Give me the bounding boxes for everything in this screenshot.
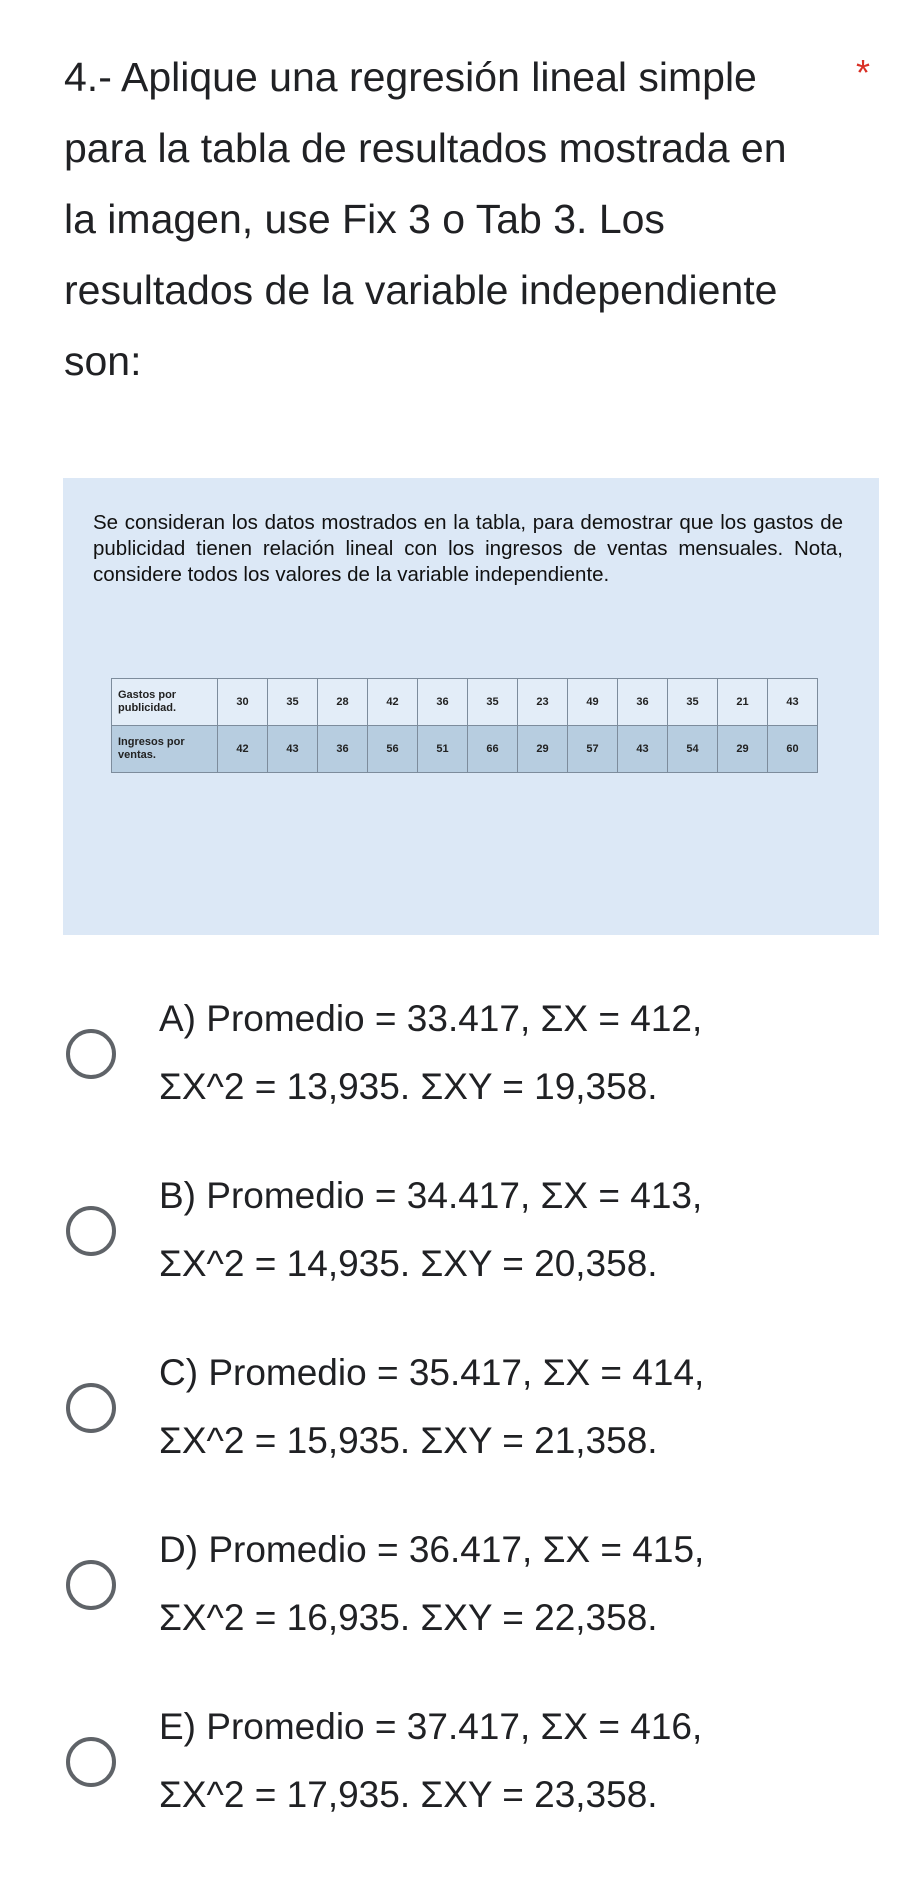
radio-button[interactable] (66, 1206, 116, 1256)
question-image: Se consideran los datos mostrados en la … (63, 478, 879, 935)
option-label: E) Promedio = 37.417, ΣX = 416, ΣX^2 = 17… (159, 1693, 859, 1829)
option-line-2: ΣX^2 = 16,935. ΣXY = 22,358. (159, 1597, 658, 1638)
option-label: D) Promedio = 36.417, ΣX = 415, ΣX^2 = 16… (159, 1516, 859, 1652)
table-cell: 51 (417, 725, 468, 773)
table-row-gastos: Gastos por publicidad. 30 35 28 42 36 35 23 49 36… (111, 678, 818, 726)
option-line-1: E) Promedio = 37.417, ΣX = 416, (159, 1706, 703, 1747)
option-line-1: D) Promedio = 36.417, ΣX = 415, (159, 1529, 705, 1570)
option-a[interactable]: A) Promedio = 33.417, ΣX = 412, ΣX^2 = 13… (0, 985, 897, 1155)
table-cell: 54 (667, 725, 718, 773)
table-cell: 43 (267, 725, 318, 773)
option-line-2: ΣX^2 = 17,935. ΣXY = 23,358. (159, 1774, 658, 1815)
table-cell: 29 (517, 725, 568, 773)
option-e[interactable]: E) Promedio = 37.417, ΣX = 416, ΣX^2 = 17… (0, 1693, 897, 1863)
option-line-1: C) Promedio = 35.417, ΣX = 414, (159, 1352, 705, 1393)
option-line-1: A) Promedio = 33.417, ΣX = 412, (159, 998, 703, 1039)
option-label: B) Promedio = 34.417, ΣX = 413, ΣX^2 = 14… (159, 1162, 859, 1298)
table-cell: 35 (467, 678, 518, 726)
table-cell: 66 (467, 725, 518, 773)
row-header: Ingresos por ventas. (111, 725, 218, 773)
radio-button[interactable] (66, 1737, 116, 1787)
option-line-1: B) Promedio = 34.417, ΣX = 413, (159, 1175, 703, 1216)
radio-button[interactable] (66, 1560, 116, 1610)
table-cell: 43 (767, 678, 818, 726)
image-intro-text: Se consideran los datos mostrados en la … (93, 511, 843, 586)
table-cell: 42 (217, 725, 268, 773)
table-cell: 36 (417, 678, 468, 726)
table-cell: 36 (617, 678, 668, 726)
table-cell: 43 (617, 725, 668, 773)
option-label: A) Promedio = 33.417, ΣX = 412, ΣX^2 = 13… (159, 985, 859, 1121)
question-title: 4.- Aplique una regresión lineal simple … (64, 54, 787, 384)
row-header: Gastos por publicidad. (111, 678, 218, 726)
data-table: Gastos por publicidad. 30 35 28 42 36 35 23 49 36… (111, 678, 818, 773)
table-row-ingresos: Ingresos por ventas. 42 43 36 56 51 66 29 57 43 54… (111, 725, 818, 773)
table-cell: 30 (217, 678, 268, 726)
table-cell: 56 (367, 725, 418, 773)
option-d[interactable]: D) Promedio = 36.417, ΣX = 415, ΣX^2 = 16… (0, 1516, 897, 1686)
table-cell: 57 (567, 725, 618, 773)
option-line-2: ΣX^2 = 15,935. ΣXY = 21,358. (159, 1420, 658, 1461)
table-cell: 28 (317, 678, 368, 726)
required-marker: * (856, 52, 871, 93)
table-cell: 36 (317, 725, 368, 773)
table-cell: 60 (767, 725, 818, 773)
table-cell: 29 (717, 725, 768, 773)
table-cell: 35 (667, 678, 718, 726)
radio-button[interactable] (66, 1383, 116, 1433)
table-cell: 42 (367, 678, 418, 726)
option-line-2: ΣX^2 = 13,935. ΣXY = 19,358. (159, 1066, 658, 1107)
radio-button[interactable] (66, 1029, 116, 1079)
option-c[interactable]: C) Promedio = 35.417, ΣX = 414, ΣX^2 = 15… (0, 1339, 897, 1509)
table-cell: 49 (567, 678, 618, 726)
option-b[interactable]: B) Promedio = 34.417, ΣX = 413, ΣX^2 = 14… (0, 1162, 897, 1332)
table-cell: 23 (517, 678, 568, 726)
option-line-2: ΣX^2 = 14,935. ΣXY = 20,358. (159, 1243, 658, 1284)
table-cell: 21 (717, 678, 768, 726)
table-cell: 35 (267, 678, 318, 726)
option-label: C) Promedio = 35.417, ΣX = 414, ΣX^2 = 15… (159, 1339, 859, 1475)
